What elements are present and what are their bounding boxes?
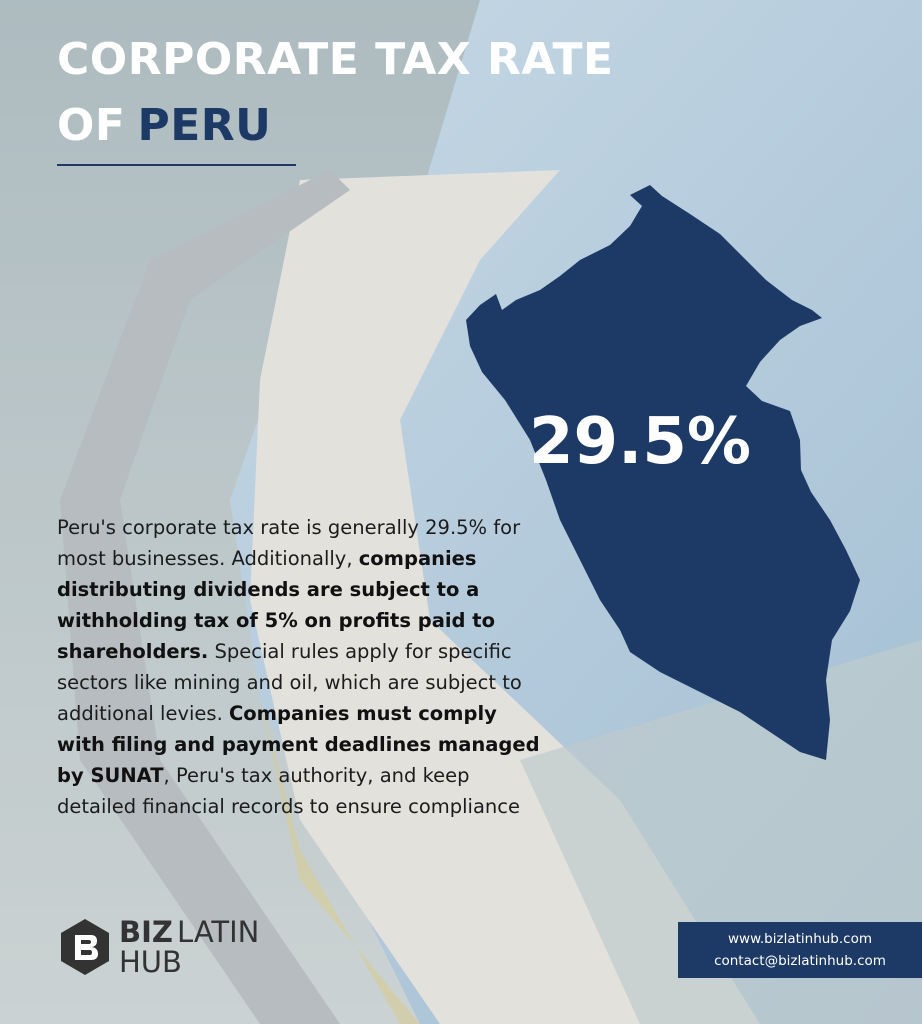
- text: , Peru's tax authority, and keep detaile…: [57, 764, 521, 818]
- title-line: OF PERU: [57, 100, 271, 151]
- title-of: OF: [57, 100, 126, 151]
- text: Special rules apply for specific sectors…: [57, 640, 529, 725]
- title-underline: [57, 164, 296, 166]
- tax-rate: 29.5%: [528, 405, 752, 479]
- logo-latin: LATIN: [177, 915, 260, 949]
- contact-box: www.bizlatinhub.com contact@bizlatinhub.…: [678, 922, 922, 978]
- logo-biz: BIZ: [119, 915, 173, 949]
- email: contact@bizlatinhub.com: [714, 953, 886, 969]
- peru-map: [466, 185, 860, 760]
- website: www.bizlatinhub.com: [727, 931, 872, 947]
- title-country: PERU: [137, 100, 272, 151]
- description: Peru's corporate tax rate is generally 2…: [57, 512, 549, 822]
- text: Peru's corporate tax rate is generally 2…: [57, 516, 527, 570]
- logo-icon: [61, 919, 109, 975]
- logo-hub: HUB: [119, 945, 182, 979]
- bold-text: Companies must comply with filing and pa…: [57, 702, 547, 787]
- title-line: CORPORATE TAX RATE: [57, 34, 614, 85]
- bold-text: companies distributing dividends are sub…: [57, 547, 502, 663]
